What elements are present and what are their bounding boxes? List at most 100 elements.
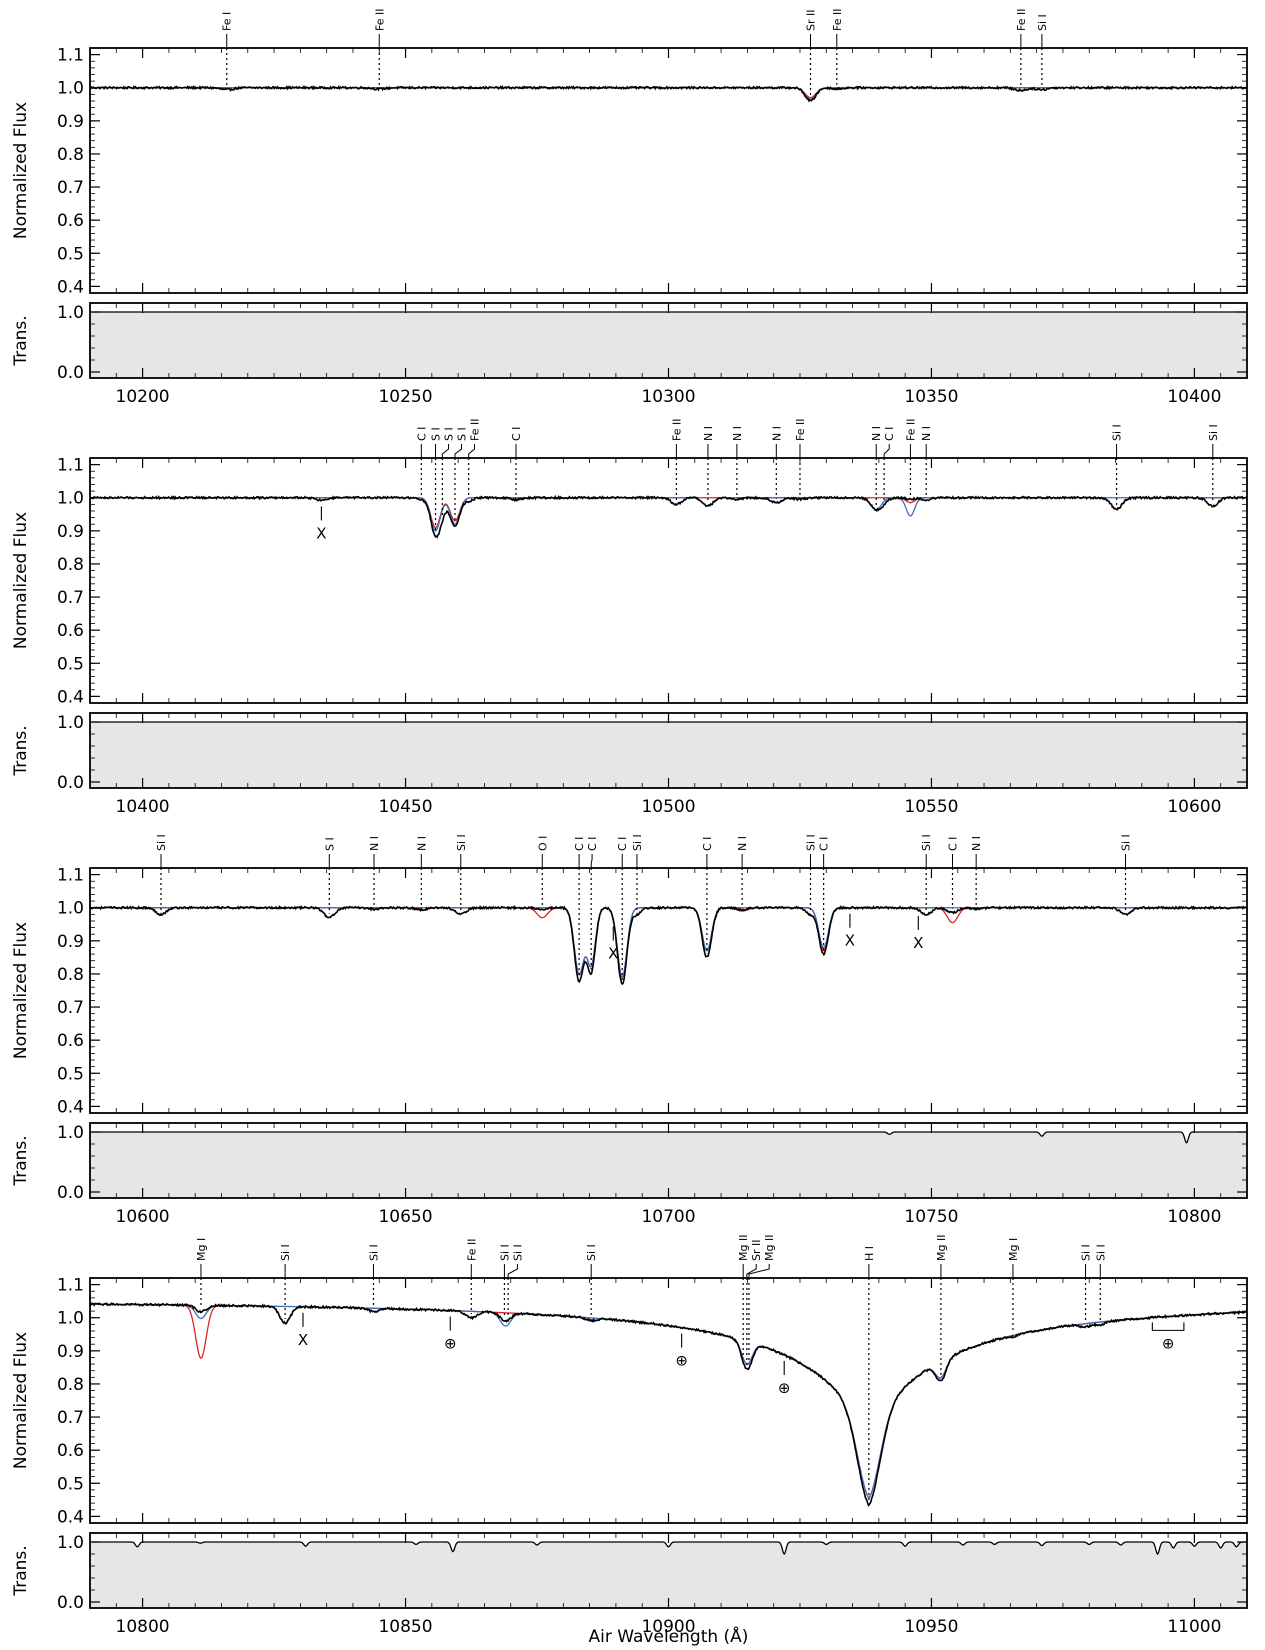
marker-label: ⊕: [444, 1335, 457, 1353]
line-id-n-i: N I: [731, 426, 744, 496]
flux-ytick-label: 0.4: [57, 1507, 84, 1527]
telluric-marker: ⊕: [778, 1360, 791, 1397]
line-id-label: Mg II: [935, 1235, 948, 1261]
flux-ytick-label: 0.7: [57, 1408, 84, 1428]
trans-ylabel: Trans.: [11, 315, 31, 366]
flux-ytick-label: 0.9: [57, 932, 84, 952]
line-id-si-i: Si I: [455, 834, 468, 911]
flux-ytick-label: 0.8: [57, 1375, 84, 1395]
line-id-si-i: Si I: [1120, 834, 1133, 911]
line-id-leader: [441, 444, 450, 458]
line-id-n-i: N I: [736, 836, 749, 906]
flux-ytick-label: 1.1: [57, 866, 84, 886]
flux-ylabel: Normalized Flux: [11, 1332, 31, 1469]
model-red-series: [90, 1303, 1247, 1499]
observed-spectrum-series: [90, 904, 1247, 986]
line-id-label: C I: [510, 427, 523, 441]
flux-ytick-label: 0.9: [57, 112, 84, 132]
trans-ylabel: Trans.: [11, 1545, 31, 1596]
flux-ytick-label: 0.8: [57, 965, 84, 985]
flux-ylabel: Normalized Flux: [11, 102, 31, 239]
line-id-label: N I: [736, 836, 749, 851]
line-id-c-i: C I: [415, 427, 428, 496]
xtick-label: 10950: [904, 1617, 958, 1637]
line-id-label: Mg I: [195, 1238, 208, 1261]
line-id-label: S I: [323, 837, 336, 851]
model-blue-series: [90, 907, 1247, 979]
flux-ytick-label: 0.7: [57, 588, 84, 608]
line-id-label: Si I: [1111, 424, 1124, 441]
line-id-n-i: N I: [415, 836, 428, 906]
marker-label: ⊕: [778, 1379, 791, 1397]
flux-ytick-label: 0.5: [57, 244, 84, 264]
telluric-fill: [90, 1132, 1247, 1198]
line-id-label: Fe II: [469, 419, 482, 441]
telluric-fill: [90, 1542, 1247, 1608]
marker-label: ⊕: [1162, 1334, 1175, 1352]
line-id-leader: [590, 854, 593, 868]
line-id-h-i: H I: [863, 1246, 876, 1502]
unidentified-line-marker: X: [298, 1312, 308, 1349]
marker-label: ⊕: [675, 1352, 688, 1370]
line-id-mg-i: Mg I: [195, 1238, 208, 1308]
trans-ytick-label: 0.0: [57, 773, 84, 793]
unidentified-line-marker: X: [608, 926, 618, 963]
line-id-label: S I: [456, 427, 469, 441]
telluric-transmission-series: [90, 1541, 1247, 1556]
xtick-label: 10900: [641, 1617, 695, 1637]
model-red-series: [90, 907, 1247, 979]
trans-ylabel: Trans.: [11, 725, 31, 776]
marker-label: X: [913, 934, 923, 952]
line-id-label: Si I: [631, 834, 644, 851]
line-id-fe-ii: Fe II: [831, 9, 844, 85]
line-id-label: C I: [616, 837, 629, 851]
line-id-label: Fe II: [904, 419, 917, 441]
line-id-label: N I: [770, 426, 783, 441]
xtick-label: 11000: [1167, 1617, 1221, 1637]
line-id-fe-i: Fe I: [221, 12, 234, 86]
trans-ytick-label: 1.0: [57, 1123, 84, 1143]
flux-ytick-label: 0.4: [57, 1097, 84, 1117]
line-id-fe-ii: Fe II: [1015, 9, 1028, 87]
observed-spectrum-series: [90, 1302, 1247, 1507]
line-id-label: Fe II: [465, 1239, 478, 1261]
line-id-label: Sr II: [750, 1240, 763, 1262]
line-id-si-i: Si I: [585, 1244, 598, 1317]
line-id-fe-ii: Fe II: [465, 1239, 478, 1314]
line-id-label: Si I: [367, 1244, 380, 1261]
line-id-leader: [507, 1264, 518, 1278]
trans-ytick-label: 1.0: [57, 713, 84, 733]
telluric-bracket-marker: ⊕: [1151, 1322, 1185, 1352]
xtick-label: 10600: [116, 1207, 170, 1227]
flux-ytick-label: 0.9: [57, 522, 84, 542]
model-red-series: [90, 87, 1247, 99]
unidentified-line-marker: X: [913, 915, 923, 952]
xtick-label: 10850: [378, 1617, 432, 1637]
flux-ytick-label: 1.1: [57, 456, 84, 476]
line-id-leader: [468, 444, 476, 458]
line-id-label: Si I: [920, 834, 933, 851]
trans-ytick-label: 1.0: [57, 303, 84, 323]
xtick-label: 10750: [904, 1207, 958, 1227]
line-id-fe-ii: Fe II: [904, 419, 917, 496]
flux-ytick-label: 1.0: [57, 899, 84, 919]
flux-ytick-label: 0.8: [57, 555, 84, 575]
line-id-label: S I: [443, 427, 456, 441]
line-id-c-i: C I: [883, 427, 896, 501]
line-id-s-i: S I: [441, 427, 456, 518]
line-id-label: H I: [863, 1246, 876, 1261]
flux-ytick-label: 0.5: [57, 654, 84, 674]
line-id-label: Si I: [1080, 1244, 1093, 1261]
line-id-s-i: S I: [454, 427, 469, 523]
model-red-series: [90, 497, 1247, 529]
line-id-label: C I: [586, 837, 599, 851]
line-id-c-i: C I: [818, 837, 831, 951]
trans-ytick-label: 0.0: [57, 363, 84, 383]
xtick-label: 10600: [1167, 797, 1221, 817]
line-id-c-i: C I: [586, 837, 599, 970]
observed-spectrum-series: [90, 494, 1247, 539]
marker-label: X: [608, 945, 618, 963]
panel-3: 0.4 0.5 0.6 0.7 0.8 0.9 1.0 1.1 Normalized Flux 0…: [11, 834, 1248, 1227]
line-id-label: Fe II: [670, 419, 683, 441]
line-id-c-i: C I: [701, 837, 714, 954]
